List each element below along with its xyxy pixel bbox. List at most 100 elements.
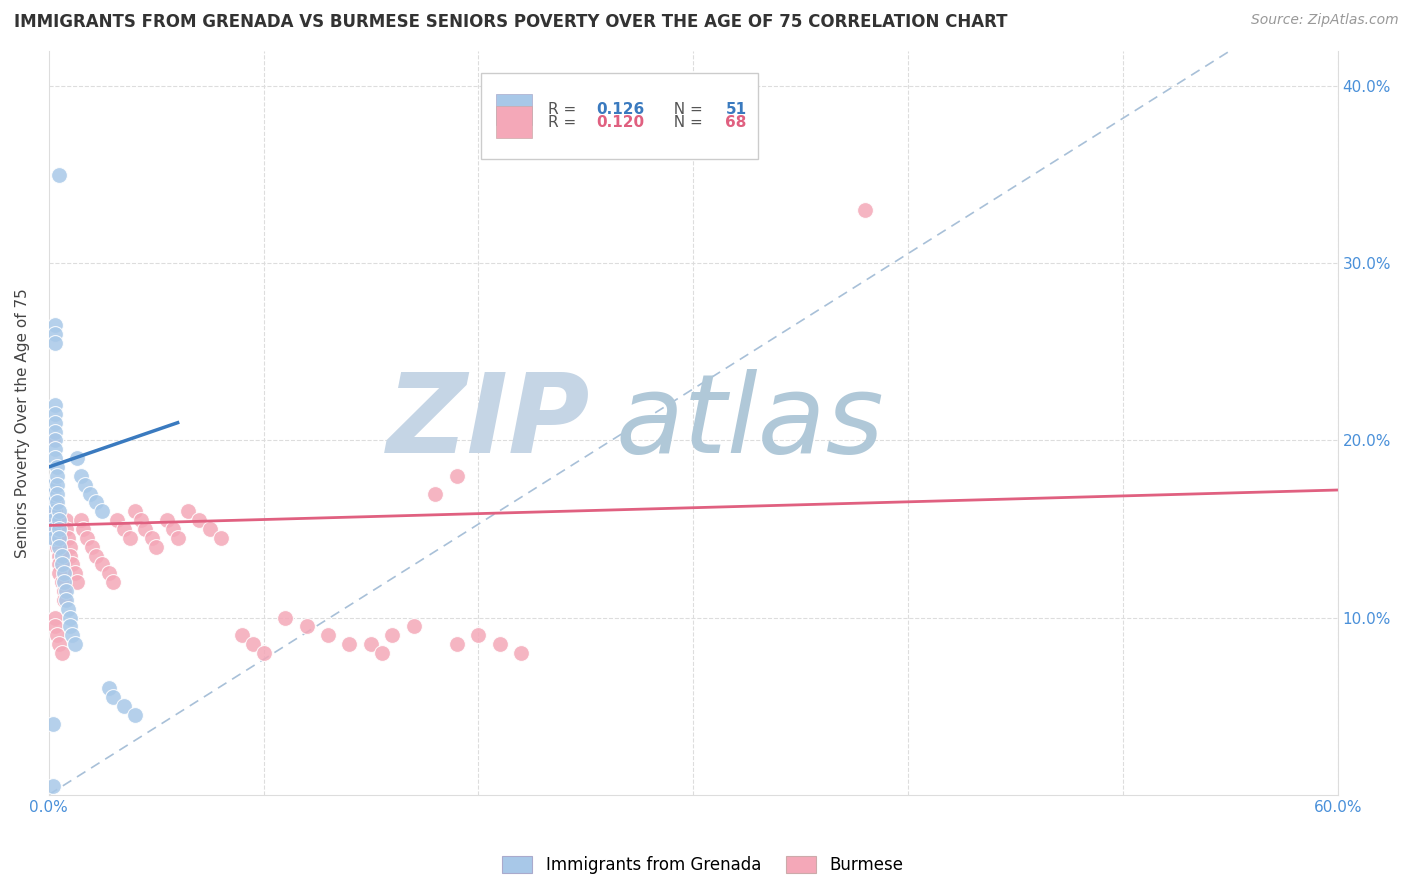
Immigrants from Grenada: [46, 460, 69, 475]
Immigrants from Grenada: [42, 513, 65, 527]
Immigrants from Grenada: [42, 495, 65, 509]
Immigrants from Grenada: [84, 495, 107, 509]
Burmese: [72, 522, 94, 536]
Burmese: [370, 646, 392, 660]
Burmese: [52, 592, 75, 607]
Burmese: [51, 646, 73, 660]
Text: IMMIGRANTS FROM GRENADA VS BURMESE SENIORS POVERTY OVER THE AGE OF 75 CORRELATIO: IMMIGRANTS FROM GRENADA VS BURMESE SENIO…: [14, 13, 1008, 31]
Immigrants from Grenada: [44, 451, 66, 466]
Burmese: [425, 486, 447, 500]
Text: R =: R =: [547, 102, 581, 117]
Immigrants from Grenada: [59, 619, 82, 633]
Text: ZIP: ZIP: [387, 369, 591, 476]
Burmese: [91, 558, 114, 572]
Immigrants from Grenada: [48, 168, 70, 182]
Text: N =: N =: [664, 114, 707, 129]
Burmese: [510, 646, 533, 660]
Text: N =: N =: [664, 102, 707, 117]
FancyBboxPatch shape: [481, 73, 758, 159]
Legend: Immigrants from Grenada, Burmese: Immigrants from Grenada, Burmese: [498, 851, 908, 880]
Immigrants from Grenada: [44, 407, 66, 421]
Burmese: [46, 531, 69, 545]
Immigrants from Grenada: [42, 531, 65, 545]
Burmese: [59, 549, 82, 563]
Immigrants from Grenada: [46, 486, 69, 500]
Burmese: [489, 637, 512, 651]
Immigrants from Grenada: [124, 708, 146, 723]
Burmese: [129, 513, 152, 527]
Immigrants from Grenada: [79, 486, 101, 500]
Immigrants from Grenada: [52, 566, 75, 581]
Immigrants from Grenada: [48, 540, 70, 554]
Text: R =: R =: [547, 114, 581, 129]
Immigrants from Grenada: [44, 327, 66, 342]
Immigrants from Grenada: [44, 416, 66, 430]
Burmese: [42, 486, 65, 500]
Burmese: [124, 504, 146, 518]
Immigrants from Grenada: [42, 716, 65, 731]
Burmese: [44, 619, 66, 633]
Immigrants from Grenada: [44, 425, 66, 439]
Burmese: [156, 513, 179, 527]
Burmese: [381, 628, 404, 642]
Burmese: [295, 619, 318, 633]
Burmese: [446, 468, 468, 483]
Immigrants from Grenada: [44, 442, 66, 457]
Text: 0.120: 0.120: [596, 114, 645, 129]
Burmese: [853, 203, 876, 218]
Text: 51: 51: [725, 102, 747, 117]
Burmese: [145, 540, 167, 554]
Burmese: [44, 513, 66, 527]
Immigrants from Grenada: [46, 468, 69, 483]
Immigrants from Grenada: [56, 601, 79, 615]
Burmese: [70, 513, 93, 527]
Immigrants from Grenada: [42, 486, 65, 500]
Burmese: [55, 513, 77, 527]
Burmese: [76, 531, 98, 545]
Immigrants from Grenada: [55, 592, 77, 607]
Immigrants from Grenada: [59, 610, 82, 624]
Burmese: [252, 646, 274, 660]
Immigrants from Grenada: [63, 637, 86, 651]
Immigrants from Grenada: [60, 628, 83, 642]
Immigrants from Grenada: [48, 531, 70, 545]
Burmese: [198, 522, 221, 536]
Immigrants from Grenada: [97, 681, 120, 696]
Burmese: [48, 549, 70, 563]
Burmese: [339, 637, 361, 651]
Burmese: [48, 637, 70, 651]
FancyBboxPatch shape: [496, 106, 531, 137]
Burmese: [59, 540, 82, 554]
Text: atlas: atlas: [616, 369, 884, 476]
Immigrants from Grenada: [48, 522, 70, 536]
Burmese: [242, 637, 264, 651]
Burmese: [44, 504, 66, 518]
Immigrants from Grenada: [52, 575, 75, 590]
Burmese: [120, 531, 142, 545]
Immigrants from Grenada: [46, 495, 69, 509]
Burmese: [467, 628, 489, 642]
Burmese: [80, 540, 103, 554]
Immigrants from Grenada: [42, 477, 65, 491]
Burmese: [46, 540, 69, 554]
Immigrants from Grenada: [42, 779, 65, 793]
Immigrants from Grenada: [75, 477, 97, 491]
Burmese: [231, 628, 253, 642]
Burmese: [56, 531, 79, 545]
Burmese: [209, 531, 232, 545]
Immigrants from Grenada: [55, 584, 77, 599]
Immigrants from Grenada: [42, 504, 65, 518]
Immigrants from Grenada: [66, 451, 89, 466]
Text: 68: 68: [725, 114, 747, 129]
Burmese: [446, 637, 468, 651]
Y-axis label: Seniors Poverty Over the Age of 75: Seniors Poverty Over the Age of 75: [15, 288, 30, 558]
FancyBboxPatch shape: [496, 94, 531, 125]
Burmese: [360, 637, 382, 651]
Burmese: [60, 558, 83, 572]
Burmese: [51, 575, 73, 590]
Burmese: [84, 549, 107, 563]
Burmese: [316, 628, 339, 642]
Burmese: [46, 628, 69, 642]
Immigrants from Grenada: [42, 522, 65, 536]
Burmese: [48, 566, 70, 581]
